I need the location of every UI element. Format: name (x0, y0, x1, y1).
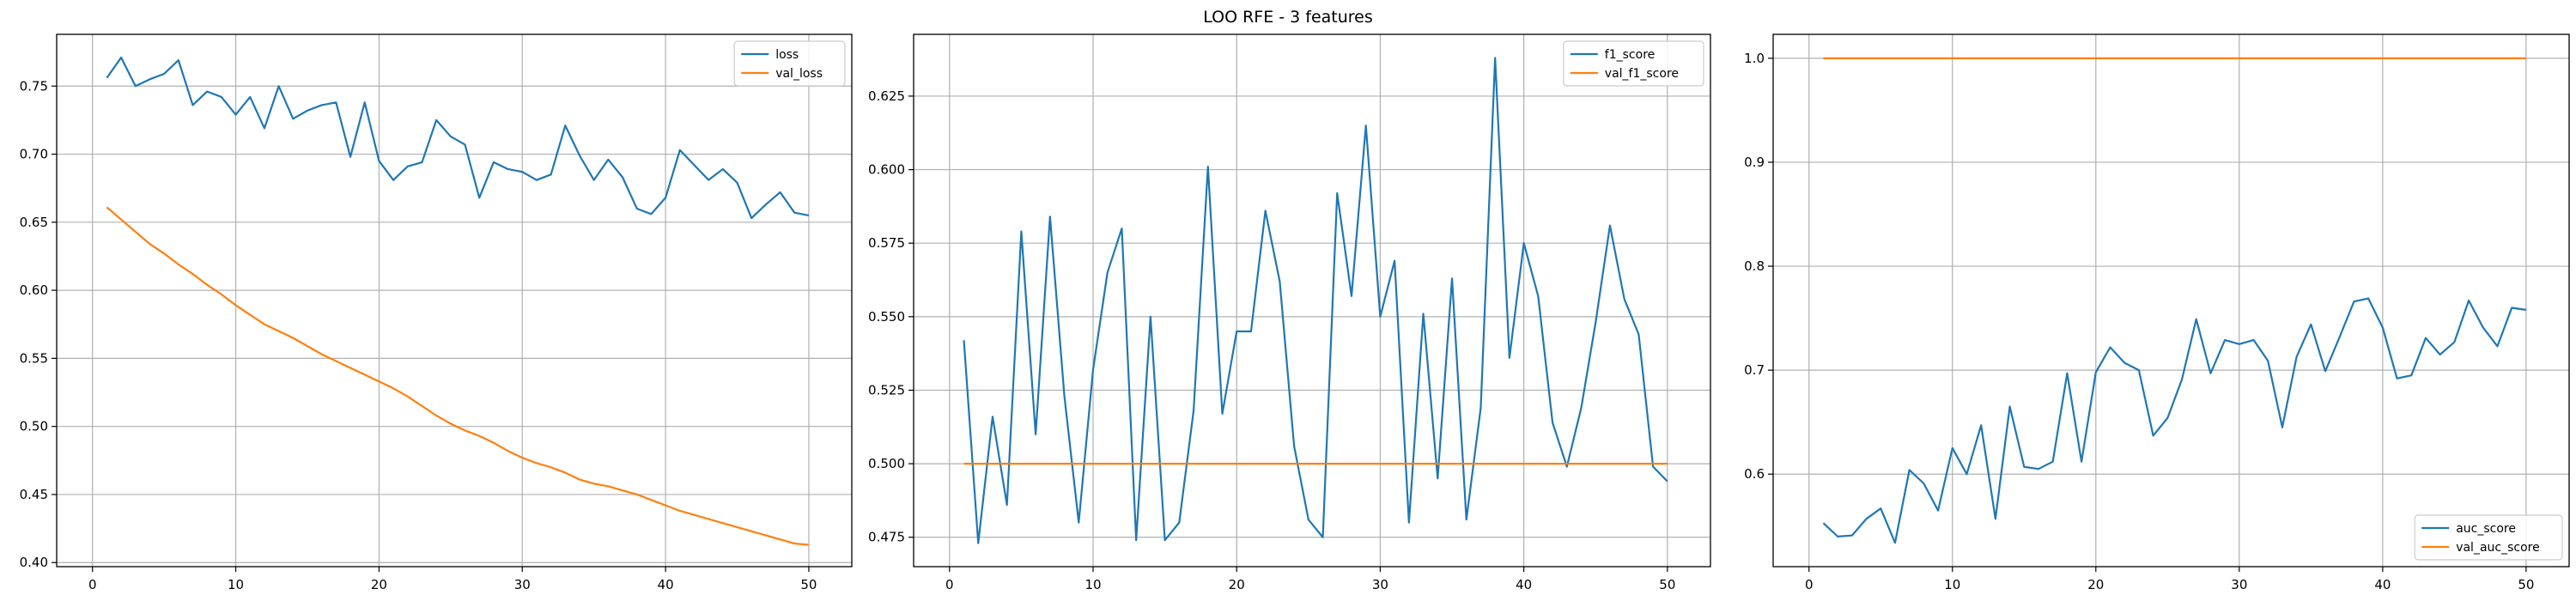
y-tick-label: 0.6 (1744, 466, 1765, 482)
x-tick-label: 20 (2087, 577, 2104, 592)
plot-area (914, 34, 1710, 567)
x-tick-label: 0 (945, 577, 954, 592)
series-line-f1-score (963, 57, 1668, 544)
legend-box (2414, 514, 2563, 561)
y-tick-label: 0.625 (868, 88, 905, 104)
y-tick-label: 0.40 (20, 555, 48, 570)
y-tick-label: 0.45 (20, 487, 48, 502)
legend-label: f1_score (1605, 48, 1655, 62)
x-tick-label: 10 (1944, 577, 1960, 592)
y-tick-label: 0.600 (868, 162, 905, 178)
x-tick-label: 0 (88, 577, 97, 592)
x-tick-label: 10 (1084, 577, 1101, 592)
legend-label: val_auc_score (2456, 541, 2540, 555)
y-tick-label: 0.8 (1744, 258, 1765, 274)
axes-frame (56, 33, 853, 568)
x-tick-label: 30 (2231, 577, 2247, 592)
legend: auc_score val_auc_score (2414, 514, 2563, 561)
y-tick-label: 0.550 (868, 309, 905, 325)
x-tick-label: 0 (1805, 577, 1814, 592)
axes-frame (1772, 33, 2570, 568)
series-line-loss (106, 56, 810, 220)
x-tick-label: 30 (1372, 577, 1388, 592)
x-tick-label: 40 (1516, 577, 1532, 592)
y-tick-label: 1.0 (1744, 51, 1765, 66)
y-tick-label: 0.55 (20, 350, 48, 366)
x-tick-label: 10 (228, 577, 244, 592)
y-tick-label: 0.50 (20, 419, 48, 434)
x-tick-label: 40 (658, 577, 674, 592)
chart-auc-score: 0 10 20 30 40 50 0.6 0.7 0.8 0.9 1.0 auc_score val_a… (1744, 33, 2570, 592)
figure-title: LOO RFE - 3 features (1203, 8, 1373, 27)
legend-label: loss (775, 48, 799, 62)
y-tick-label: 0.65 (20, 215, 48, 230)
y-tick-label: 0.525 (868, 382, 905, 398)
y-tick-label: 0.500 (868, 456, 905, 471)
series-line-auc-score (1822, 297, 2527, 544)
y-tick-label: 0.475 (868, 530, 905, 545)
y-tick-label: 0.7 (1744, 362, 1765, 378)
y-tick-label: 0.75 (20, 78, 48, 94)
x-tick-label: 40 (2374, 577, 2391, 592)
legend: f1_score val_f1_score (1563, 40, 1704, 87)
y-tick-label: 0.9 (1744, 155, 1765, 170)
legend: loss val_loss (733, 40, 846, 87)
legend-label: val_loss (775, 67, 823, 81)
plot-area (57, 34, 852, 567)
x-tick-label: 20 (371, 577, 387, 592)
y-tick-label: 0.70 (20, 147, 48, 162)
y-tick-label: 0.575 (868, 235, 905, 251)
x-tick-label: 50 (1659, 577, 1675, 592)
axes-frame (913, 33, 1711, 568)
x-tick-label: 30 (514, 577, 531, 592)
chart-loss: 0 10 20 30 40 50 0.40 0.45 0.50 0.55 0.60 0.65 0.70 0… (20, 33, 853, 592)
legend-box (1563, 40, 1704, 87)
chart-f1-score: 0 10 20 30 40 50 0.475 0.500 0.525 0.550 0.575 0.60… (868, 33, 1711, 592)
legend-box (733, 40, 846, 87)
x-tick-label: 20 (1229, 577, 1245, 592)
plot-area (1773, 34, 2569, 567)
x-tick-label: 50 (2518, 577, 2534, 592)
y-tick-label: 0.60 (20, 282, 48, 298)
legend-label: auc_score (2456, 522, 2516, 536)
series-line-val-loss (106, 206, 810, 546)
legend-label: val_f1_score (1605, 67, 1679, 81)
x-tick-label: 50 (800, 577, 817, 592)
